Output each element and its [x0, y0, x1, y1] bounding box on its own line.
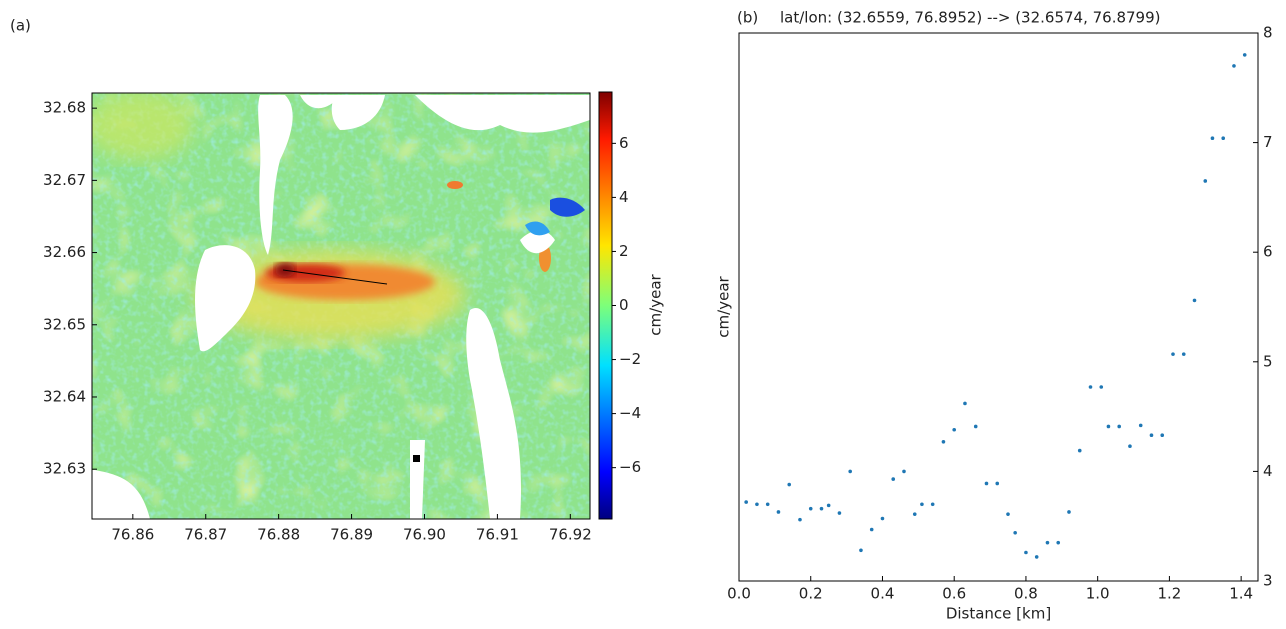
y-tick-label: 6 [1263, 243, 1273, 261]
colorbar-tick-label: 2 [619, 242, 629, 260]
x-tick-label: 0.4 [871, 585, 895, 603]
point [1221, 136, 1226, 141]
y-tick-label: 32.66 [43, 243, 86, 261]
point [891, 477, 896, 481]
colorbar [598, 91, 613, 520]
point [880, 516, 885, 521]
x-tick-label: 0.8 [1014, 585, 1038, 603]
point [869, 527, 874, 532]
point [798, 517, 802, 522]
point [1006, 512, 1010, 516]
x-tick-label: 0.0 [727, 585, 751, 603]
point [995, 481, 1000, 486]
x-tick-label: 76.92 [549, 526, 592, 544]
point [1242, 53, 1247, 57]
point [1210, 136, 1215, 141]
y-tick-label: 4 [1263, 462, 1273, 480]
point [859, 548, 863, 553]
colorbar-tick-label: −4 [619, 404, 641, 422]
point [744, 500, 748, 504]
x-tick-label: 76.91 [476, 526, 519, 544]
point [776, 510, 781, 514]
point [1117, 424, 1121, 429]
point [1013, 530, 1017, 535]
point [1099, 385, 1104, 389]
point [963, 401, 967, 406]
y-tick-label: 5 [1263, 352, 1273, 370]
chart-title: lat/lon: (32.6559, 76.8952) --> (32.6574… [780, 9, 1161, 27]
point [1138, 423, 1143, 428]
panel-label: (a) [10, 17, 31, 35]
map-frame [91, 92, 591, 520]
colorbar-tick-label: −6 [619, 458, 641, 476]
point [984, 481, 989, 486]
point [1024, 550, 1028, 555]
point [1192, 298, 1197, 303]
point [920, 502, 924, 507]
point [1128, 444, 1132, 448]
x-tick-label: 0.2 [799, 585, 823, 603]
y-tick-label: 8 [1263, 24, 1273, 42]
x-tick-label: 1.2 [1157, 585, 1181, 603]
x-tick-label: 76.89 [330, 526, 373, 544]
point [1077, 448, 1082, 453]
panel-label: (b) [737, 9, 758, 27]
point [1056, 540, 1061, 545]
y-tick-label: 32.65 [43, 315, 86, 333]
point [912, 512, 917, 516]
point [1106, 424, 1111, 429]
point [755, 502, 759, 507]
y-tick-label: 32.67 [43, 171, 86, 189]
point [819, 506, 824, 511]
plot-frame [738, 32, 1259, 582]
point [973, 424, 978, 429]
point [941, 440, 946, 444]
point [848, 469, 852, 474]
point [826, 503, 831, 508]
x-tick-label: 76.88 [257, 526, 300, 544]
colorbar-tick-label: 4 [619, 188, 629, 206]
y-tick-label: 7 [1263, 133, 1273, 151]
point [1171, 352, 1175, 356]
point [1160, 433, 1165, 438]
map-image [92, 93, 590, 519]
y-tick-label: 3 [1263, 572, 1273, 590]
point [952, 427, 957, 432]
point [1232, 64, 1236, 68]
x-tick-label: 76.87 [184, 526, 227, 544]
x-tick-label: 1.0 [1086, 585, 1110, 603]
y-tick-label: 32.68 [43, 99, 86, 117]
point [1045, 540, 1050, 545]
point [765, 502, 770, 507]
x-tick-label: 76.90 [403, 526, 446, 544]
x-tick-label: 0.6 [942, 585, 966, 603]
point [902, 469, 906, 474]
point [787, 482, 792, 487]
x-tick-label: 76.86 [111, 526, 154, 544]
x-axis-label: Distance [km] [946, 605, 1051, 623]
colorbar-tick-label: −2 [619, 350, 641, 368]
x-tick-label: 1.4 [1229, 585, 1253, 603]
point [837, 511, 842, 515]
point [808, 506, 813, 511]
point [1088, 385, 1093, 389]
point [1149, 433, 1154, 438]
point [1203, 179, 1208, 183]
point [930, 502, 935, 507]
y-tick-label: 32.64 [43, 387, 86, 405]
colorbar-tick-label: 0 [619, 296, 629, 314]
y-tick-label: 32.63 [43, 460, 86, 478]
point [1067, 510, 1071, 514]
point [1034, 555, 1039, 559]
y-axis-label: cm/year [715, 275, 733, 337]
colorbar-tick-label: 6 [619, 134, 629, 152]
point [1181, 352, 1186, 356]
colorbar-label: cm/year [647, 273, 665, 335]
